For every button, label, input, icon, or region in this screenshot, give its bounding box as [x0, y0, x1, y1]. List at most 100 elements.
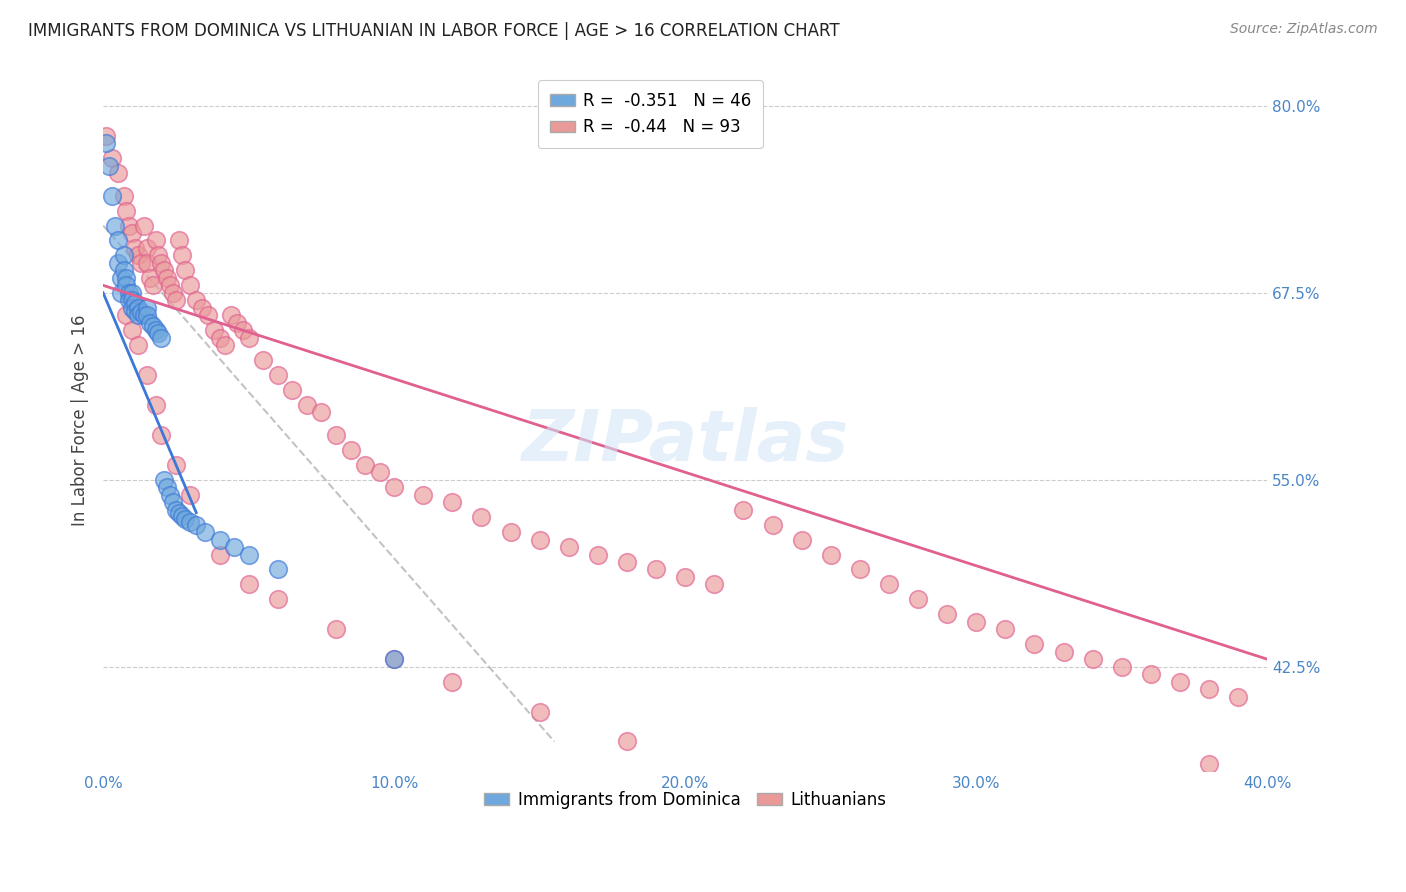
Point	[238, 548, 260, 562]
Point	[118, 219, 141, 233]
Point	[226, 316, 249, 330]
Point	[820, 548, 842, 562]
Point	[529, 533, 551, 547]
Point	[179, 515, 201, 529]
Point	[101, 151, 124, 165]
Point	[470, 510, 492, 524]
Point	[186, 293, 208, 308]
Point	[115, 308, 138, 322]
Point	[208, 331, 231, 345]
Point	[267, 562, 290, 576]
Point	[121, 285, 143, 300]
Point	[208, 548, 231, 562]
Point	[1198, 682, 1220, 697]
Point	[202, 323, 225, 337]
Point	[790, 533, 813, 547]
Point	[115, 278, 138, 293]
Point	[112, 188, 135, 202]
Point	[156, 480, 179, 494]
Point	[186, 517, 208, 532]
Point	[645, 562, 668, 576]
Point	[267, 592, 290, 607]
Point	[382, 652, 405, 666]
Point	[110, 285, 132, 300]
Point	[162, 495, 184, 509]
Point	[499, 525, 522, 540]
Point	[153, 263, 176, 277]
Point	[703, 577, 725, 591]
Point	[132, 308, 155, 322]
Point	[197, 308, 219, 322]
Point	[101, 188, 124, 202]
Point	[112, 248, 135, 262]
Point	[110, 271, 132, 285]
Point	[849, 562, 872, 576]
Point	[121, 301, 143, 315]
Point	[558, 540, 581, 554]
Point	[124, 303, 146, 318]
Point	[135, 241, 157, 255]
Point	[118, 293, 141, 308]
Point	[127, 308, 149, 322]
Point	[170, 248, 193, 262]
Point	[104, 219, 127, 233]
Point	[179, 278, 201, 293]
Point	[238, 331, 260, 345]
Point	[167, 234, 190, 248]
Point	[219, 308, 242, 322]
Point	[167, 506, 190, 520]
Point	[97, 159, 120, 173]
Point	[156, 271, 179, 285]
Point	[107, 234, 129, 248]
Point	[145, 323, 167, 337]
Point	[115, 203, 138, 218]
Point	[173, 263, 195, 277]
Point	[354, 458, 377, 472]
Point	[214, 338, 236, 352]
Point	[267, 368, 290, 383]
Point	[115, 271, 138, 285]
Point	[121, 323, 143, 337]
Point	[94, 128, 117, 143]
Point	[135, 301, 157, 315]
Point	[382, 652, 405, 666]
Point	[135, 308, 157, 322]
Point	[121, 293, 143, 308]
Point	[173, 511, 195, 525]
Point	[138, 316, 160, 330]
Point	[412, 488, 434, 502]
Point	[124, 241, 146, 255]
Point	[238, 577, 260, 591]
Point	[1227, 690, 1250, 704]
Point	[1052, 645, 1074, 659]
Point	[965, 615, 987, 629]
Point	[1081, 652, 1104, 666]
Point	[179, 488, 201, 502]
Point	[616, 555, 638, 569]
Point	[295, 398, 318, 412]
Point	[107, 256, 129, 270]
Point	[132, 219, 155, 233]
Point	[118, 285, 141, 300]
Point	[936, 607, 959, 622]
Point	[170, 508, 193, 523]
Point	[1140, 667, 1163, 681]
Point	[135, 368, 157, 383]
Point	[252, 353, 274, 368]
Point	[127, 248, 149, 262]
Point	[733, 502, 755, 516]
Point	[281, 383, 304, 397]
Text: ZIPatlas: ZIPatlas	[522, 407, 849, 475]
Point	[135, 256, 157, 270]
Y-axis label: In Labor Force | Age > 16: In Labor Force | Age > 16	[72, 314, 89, 525]
Point	[994, 623, 1017, 637]
Point	[150, 256, 173, 270]
Text: Source: ZipAtlas.com: Source: ZipAtlas.com	[1230, 22, 1378, 37]
Point	[121, 226, 143, 240]
Point	[148, 326, 170, 341]
Point	[150, 331, 173, 345]
Point	[761, 517, 783, 532]
Point	[441, 674, 464, 689]
Point	[159, 488, 181, 502]
Point	[162, 285, 184, 300]
